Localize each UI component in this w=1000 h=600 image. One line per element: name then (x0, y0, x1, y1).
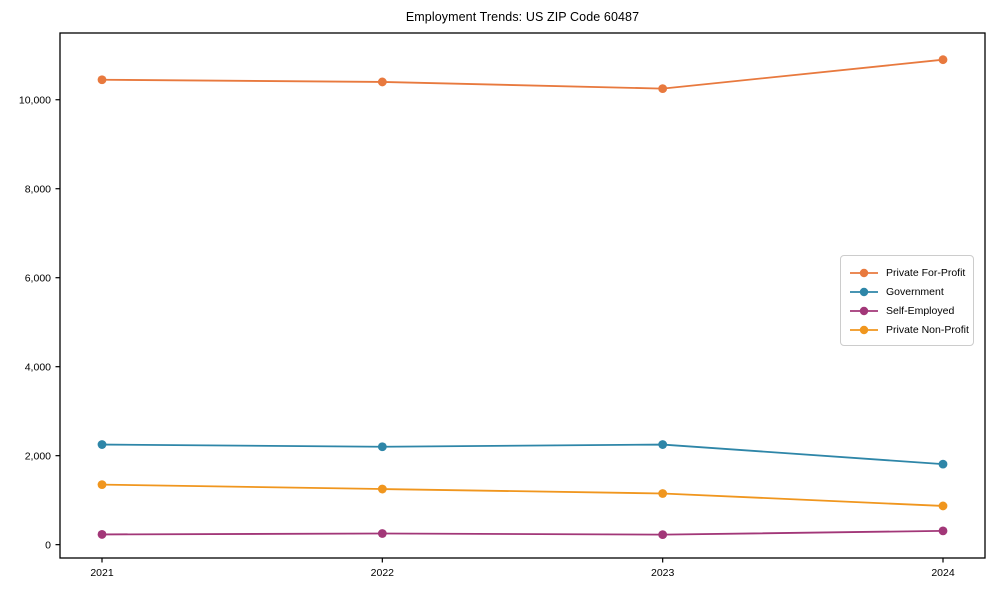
legend-item: Private For-Profit (849, 263, 966, 282)
data-point-self-employed (938, 526, 948, 536)
y-tick-label: 10,000 (19, 94, 51, 106)
data-point-private-non-profit (658, 489, 668, 498)
legend-line-marker-icon (850, 325, 878, 334)
legend-item-label: Government (886, 285, 944, 298)
x-tick-label: 2022 (371, 567, 395, 579)
data-point-private-for-profit (658, 84, 668, 94)
legend-line-marker-icon (850, 306, 878, 315)
data-point-private-for-profit (938, 55, 948, 65)
series-line-self-employed (101, 529, 944, 536)
legend-item: Government (849, 282, 964, 301)
y-tick-label: 0 (45, 539, 51, 551)
data-point-private-non-profit (377, 484, 387, 494)
x-tick-label: 2021 (90, 567, 114, 579)
legend-item-label: Self-Employed (886, 304, 955, 317)
data-point-private-for-profit (97, 75, 107, 85)
data-point-private-non-profit (97, 480, 107, 489)
data-point-government (377, 442, 387, 452)
legend-item-label: Private For-Profit (886, 266, 966, 279)
legend-line-marker-icon (850, 287, 878, 296)
chart-title: Employment Trends: US ZIP Code 60487 (405, 10, 640, 24)
data-point-government (938, 459, 948, 469)
data-point-self-employed (658, 530, 668, 540)
legend-item: Private Non-Profit (849, 320, 969, 339)
data-point-government (658, 440, 668, 449)
data-point-private-for-profit (377, 77, 387, 87)
data-point-self-employed (377, 529, 387, 538)
y-tick-label: 6,000 (25, 272, 51, 284)
legend-line-marker-icon (850, 268, 878, 277)
data-point-government (97, 440, 107, 449)
legend-item-label: Private Non-Profit (886, 323, 969, 336)
legend-item: Self-Employed (849, 301, 964, 320)
x-tick-label: 2024 (931, 567, 955, 579)
y-tick-label: 4,000 (25, 361, 51, 373)
y-tick-label: 2,000 (25, 450, 51, 462)
series-line-private-non-profit (101, 483, 944, 507)
chart-legend: Private For-Profit Government Self-Employe… (840, 255, 974, 346)
axes-frame (59, 32, 986, 559)
series-line-government (101, 443, 944, 466)
data-point-private-non-profit (938, 501, 948, 511)
data-point-self-employed (97, 530, 107, 539)
y-tick-label: 8,000 (25, 183, 51, 195)
series-line-private-for-profit (101, 58, 944, 90)
x-tick-label: 2023 (651, 567, 675, 579)
